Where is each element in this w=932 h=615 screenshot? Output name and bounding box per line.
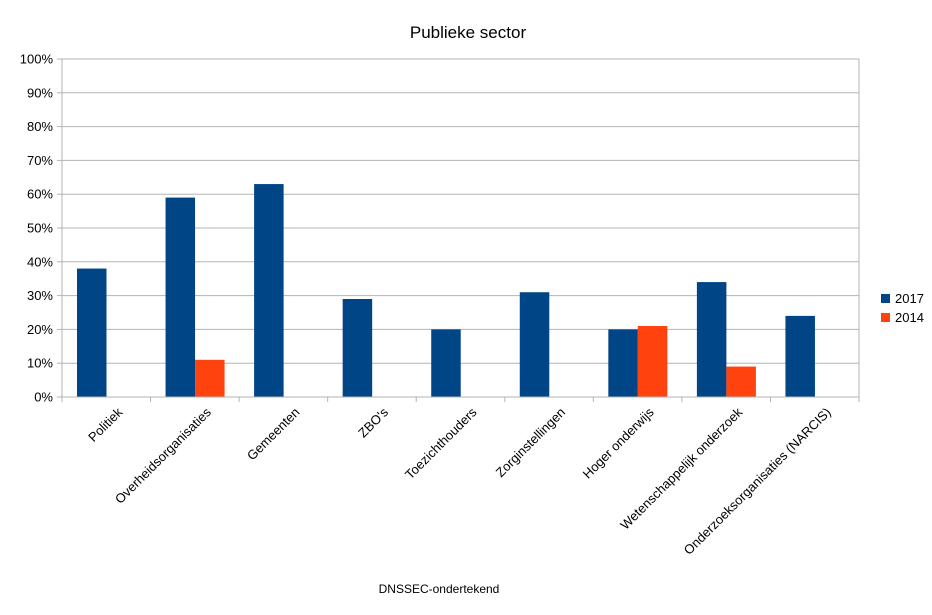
x-category-label: Hoger onderwijs — [580, 404, 657, 481]
legend-label: 2014 — [895, 310, 924, 325]
chart-title: Publieke sector — [410, 23, 527, 42]
bar-2014 — [195, 359, 225, 397]
bar-2017 — [77, 268, 107, 397]
x-category-label: Gemeenten — [244, 405, 303, 464]
y-tick-label: 30% — [27, 288, 53, 303]
bar-2017 — [254, 184, 284, 397]
x-axis-label: DNSSEC-ondertekend — [379, 582, 500, 596]
bar-2017 — [431, 329, 461, 397]
axes — [61, 59, 860, 402]
y-tick-label: 90% — [27, 85, 53, 100]
legend-swatch — [881, 313, 890, 322]
bar-2017 — [608, 329, 638, 397]
y-tick-label: 50% — [27, 221, 53, 236]
x-category-label: Onderzoeksorganisaties (NARCIS) — [681, 405, 834, 558]
legend: 2017 2014 — [881, 291, 924, 325]
y-tick-label: 10% — [27, 356, 53, 371]
y-tick-label: 20% — [27, 322, 53, 337]
x-category-label: Zorginstellingen — [493, 405, 569, 481]
y-tick-label: 80% — [27, 119, 53, 134]
bar-2017 — [342, 298, 373, 397]
bar-2014 — [637, 326, 668, 397]
y-tick-label: 100% — [20, 52, 54, 67]
y-tick-label: 70% — [27, 153, 53, 168]
x-category-label: Overheidsorganisaties — [112, 404, 214, 506]
x-category-label: Toezichthouders — [402, 404, 480, 482]
y-tick-label: 60% — [27, 187, 53, 202]
bar-2014 — [726, 366, 756, 397]
y-tick-label: 40% — [27, 254, 53, 269]
bar-2017 — [519, 292, 550, 397]
x-category-label: Politiek — [85, 404, 126, 445]
legend-label: 2017 — [895, 291, 924, 306]
bar-2017 — [696, 282, 727, 397]
bar-2017 — [165, 197, 196, 397]
y-tick-label: 0% — [34, 390, 53, 405]
y-axis-ticks: 0% 10% 20% 30% 40% 50% 60% 70% 80% 90% 100% — [20, 52, 62, 405]
bars — [77, 184, 815, 397]
bar-2017 — [785, 315, 815, 397]
x-category-label: ZBO's — [355, 404, 391, 440]
legend-swatch — [881, 294, 890, 303]
